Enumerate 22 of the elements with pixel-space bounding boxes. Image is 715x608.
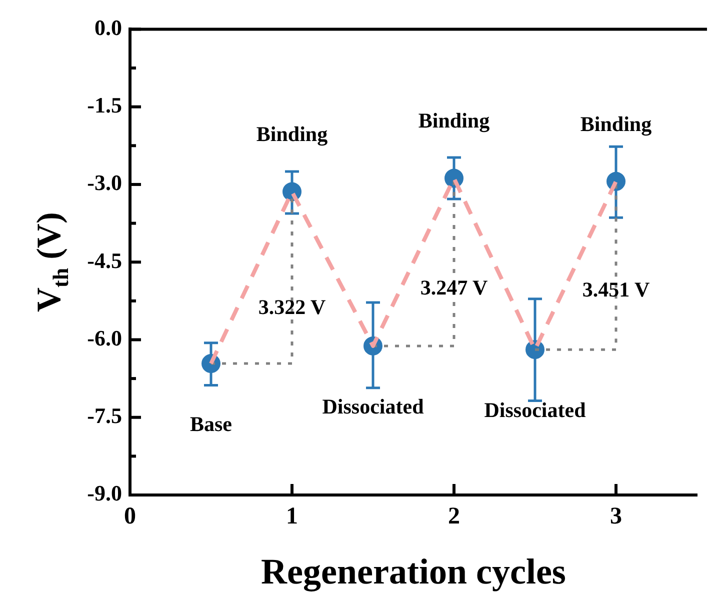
annotation: 3.322 V [258, 295, 326, 320]
annotation: Binding [418, 108, 490, 133]
annotation: 3.247 V [420, 275, 488, 300]
y-tick-label: -6.0 [87, 325, 122, 350]
x-tick-label: 0 [124, 504, 136, 530]
y-tick-label: -1.5 [87, 92, 122, 118]
annotation: Binding [256, 122, 328, 146]
x-tick-label: 2 [448, 504, 460, 530]
annotation: Base [190, 412, 232, 436]
y-tick-label: -3.0 [87, 170, 122, 196]
y-tick-label: 0.0 [94, 14, 122, 40]
y-axis-title: Vth (V) [31, 212, 73, 312]
y-tick-label: -7.5 [87, 403, 122, 428]
annotation: 3.451 V [582, 278, 650, 302]
annotation: Dissociated [322, 394, 424, 418]
x-tick-label: 3 [610, 504, 622, 530]
annotation: Binding [580, 112, 652, 136]
x-axis-title: Regeneration cycles [261, 552, 566, 592]
y-tick-label: -9.0 [87, 480, 122, 506]
annotation: Dissociated [484, 398, 586, 422]
x-tick-label: 1 [286, 504, 298, 530]
y-tick-label: -4.5 [87, 248, 122, 273]
